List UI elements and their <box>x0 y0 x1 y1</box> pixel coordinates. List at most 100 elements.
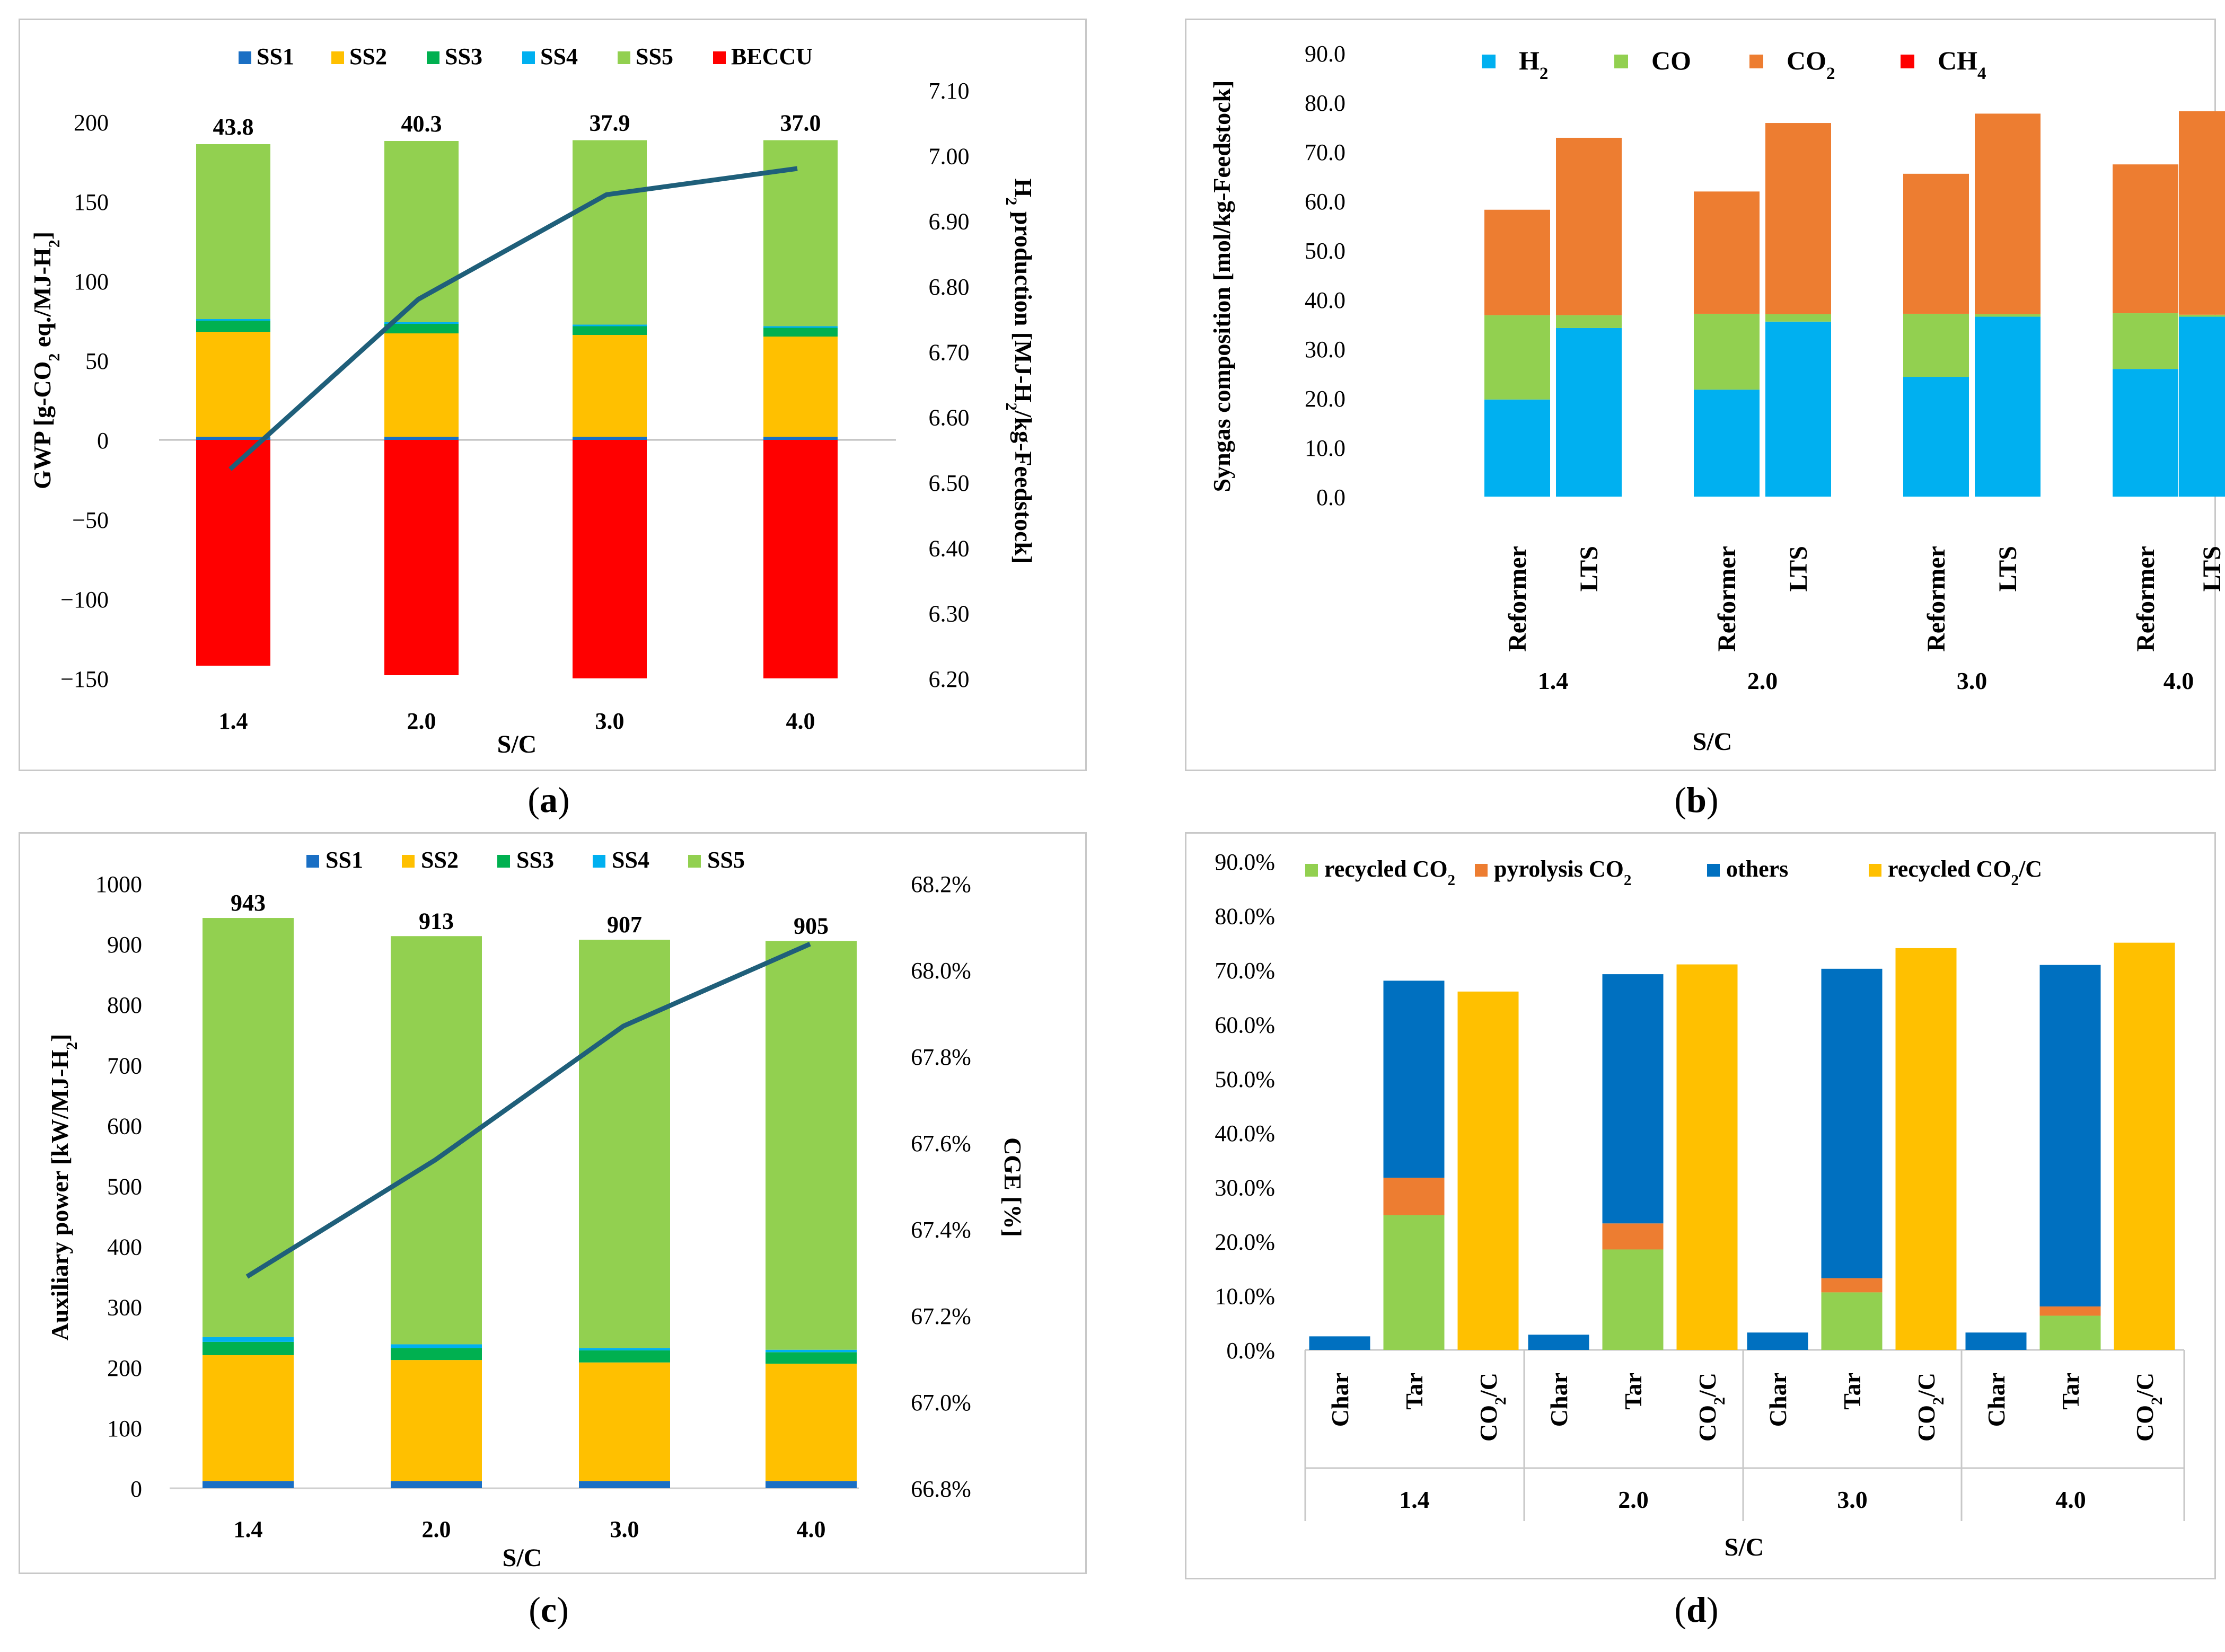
d-bar-others <box>1965 1332 2027 1350</box>
a-bar-BECCU <box>196 440 270 666</box>
d-bar-others <box>1821 968 1883 1278</box>
a-xtick-label: 3.0 <box>595 708 625 734</box>
a-y2tick-label: 7.10 <box>929 78 970 104</box>
b-bar-CO2 <box>1975 113 2041 314</box>
a-bar-SS2 <box>384 333 459 437</box>
a-ylabel: GWP [g-CO2 eq./MJ-H2] <box>29 232 63 489</box>
a-y2tick-label: 6.70 <box>929 339 970 365</box>
c-bar-SS1 <box>391 1481 482 1488</box>
c-bar-SS4 <box>203 1337 294 1342</box>
d-ytick-label: 70.0% <box>1215 958 1275 984</box>
a-legend-swatch-BECCU <box>713 51 726 64</box>
d-bar-pyrolysis_co2 <box>1602 1223 1664 1250</box>
a-ytick-label: 50 <box>85 348 109 374</box>
b-bar-CO2 <box>2179 111 2225 315</box>
b-group-label: 4.0 <box>2164 667 2194 694</box>
b-bar-H2 <box>1556 328 1622 497</box>
b-ytick-label: 10.0 <box>1305 435 1345 461</box>
b-bar-CO <box>1975 314 2041 317</box>
c-line-cge <box>245 941 811 1279</box>
c-legend-swatch-SS1 <box>306 855 319 868</box>
c-y2tick-label: 68.2% <box>911 871 971 897</box>
a-y2label: H2 production [MJ-H2/kg-Feedstock] <box>1003 179 1037 564</box>
c-legend-label: SS1 <box>326 847 363 873</box>
a-bar-SS1 <box>384 437 459 440</box>
a-bar-SS5 <box>573 140 647 325</box>
c-y2tick-label: 67.4% <box>911 1217 971 1243</box>
c-legend-label: SS2 <box>421 847 459 873</box>
d-subcat-label: Tar <box>1839 1373 1866 1410</box>
c-bar-SS5 <box>391 936 482 1345</box>
d-subcat-label: CO2/C <box>1694 1373 1728 1442</box>
d-ytick-label: 50.0% <box>1215 1066 1275 1092</box>
b-ytick-label: 40.0 <box>1305 287 1345 313</box>
b-bar-H2 <box>1484 399 1550 497</box>
b-legend-swatch-CO <box>1614 55 1628 68</box>
a-bar-SS3 <box>573 326 647 335</box>
b-group-label: 1.4 <box>1538 667 1569 694</box>
b-ytick-label: 60.0 <box>1305 189 1345 215</box>
a-y2tick-label: 6.40 <box>929 535 970 561</box>
c-y2tick-label: 67.2% <box>911 1303 971 1329</box>
c-xtick-label: 2.0 <box>422 1516 451 1542</box>
a-y2tick-label: 6.50 <box>929 470 970 496</box>
c-y2tick-label: 67.6% <box>911 1130 971 1156</box>
d-ytick-label: 60.0% <box>1215 1012 1275 1038</box>
b-subcat-label: LTS <box>2198 546 2225 591</box>
c-ytick-label: 400 <box>107 1234 142 1260</box>
d-subcat-label: Char <box>1764 1373 1791 1427</box>
b-legend-label: CO2 <box>1787 46 1835 83</box>
b-bar-CO <box>2113 313 2178 369</box>
c-y2tick-label: 66.8% <box>911 1476 971 1502</box>
d-bar-others <box>1528 1335 1589 1350</box>
a-legend-swatch-SS5 <box>618 51 630 64</box>
c-bar-SS3 <box>203 1341 294 1355</box>
a-legend-label: SS1 <box>257 43 294 69</box>
b-subcat-label: Reformer <box>2132 546 2160 652</box>
b-subcat-label: Reformer <box>1503 546 1532 652</box>
a-bar-SS4 <box>196 319 270 321</box>
b-xlabel: S/C <box>1693 728 1732 756</box>
a-xlabel: S/C <box>497 730 537 758</box>
c-bar-SS2 <box>203 1355 294 1481</box>
b-subcat-label: LTS <box>1575 546 1603 591</box>
c-bar-SS4 <box>391 1344 482 1348</box>
d-bar-others <box>1383 980 1445 1178</box>
d-legend-swatch-pyrolysis_co2 <box>1475 864 1488 877</box>
d-legend-label: pyrolysis CO2 <box>1494 856 1631 889</box>
b-subcat-label: Reformer <box>1713 546 1741 652</box>
caption-c: (c) <box>529 1589 569 1630</box>
d-legend-label: recycled CO2/C <box>1888 856 2042 889</box>
a-total-label: 43.8 <box>213 114 254 140</box>
d-legend-swatch-recycled_co2 <box>1305 864 1318 877</box>
a-legend-label: SS3 <box>445 43 482 69</box>
c-legend-swatch-SS5 <box>688 855 701 868</box>
a-bar-SS2 <box>763 337 838 437</box>
a-bar-BECCU <box>763 440 838 678</box>
d-ytick-label: 20.0% <box>1215 1229 1275 1255</box>
d-legend-swatch-others <box>1707 864 1720 877</box>
d-ytick-label: 80.0% <box>1215 903 1275 929</box>
c-legend-label: SS4 <box>612 847 649 873</box>
a-xtick-label: 1.4 <box>219 708 248 734</box>
b-legend-swatch-H2 <box>1482 55 1496 68</box>
b-subcat-label: Reformer <box>1922 546 1950 652</box>
a-bar-SS4 <box>384 322 459 324</box>
d-subcat-label: Tar <box>2057 1373 2084 1410</box>
d-ytick-label: 90.0% <box>1215 849 1275 875</box>
b-subcat-label: LTS <box>1784 546 1813 591</box>
b-ytick-label: 0.0 <box>1316 484 1345 510</box>
d-legend-label: recycled CO2 <box>1324 856 1455 889</box>
c-legend-swatch-SS3 <box>497 855 510 868</box>
d-subcat-label: Char <box>1545 1373 1572 1427</box>
b-ytick-label: 20.0 <box>1305 386 1345 412</box>
a-bar-SS1 <box>196 437 270 440</box>
a-bar-SS3 <box>196 321 270 332</box>
d-subcat-label: CO2/C <box>2131 1373 2166 1442</box>
a-xtick-label: 4.0 <box>786 708 815 734</box>
c-bar-SS3 <box>391 1348 482 1361</box>
panel-c-frame <box>19 832 1087 1574</box>
b-bar-H2 <box>1903 377 1969 497</box>
b-ytick-label: 70.0 <box>1305 139 1345 165</box>
a-ytick-label: −50 <box>72 507 109 533</box>
